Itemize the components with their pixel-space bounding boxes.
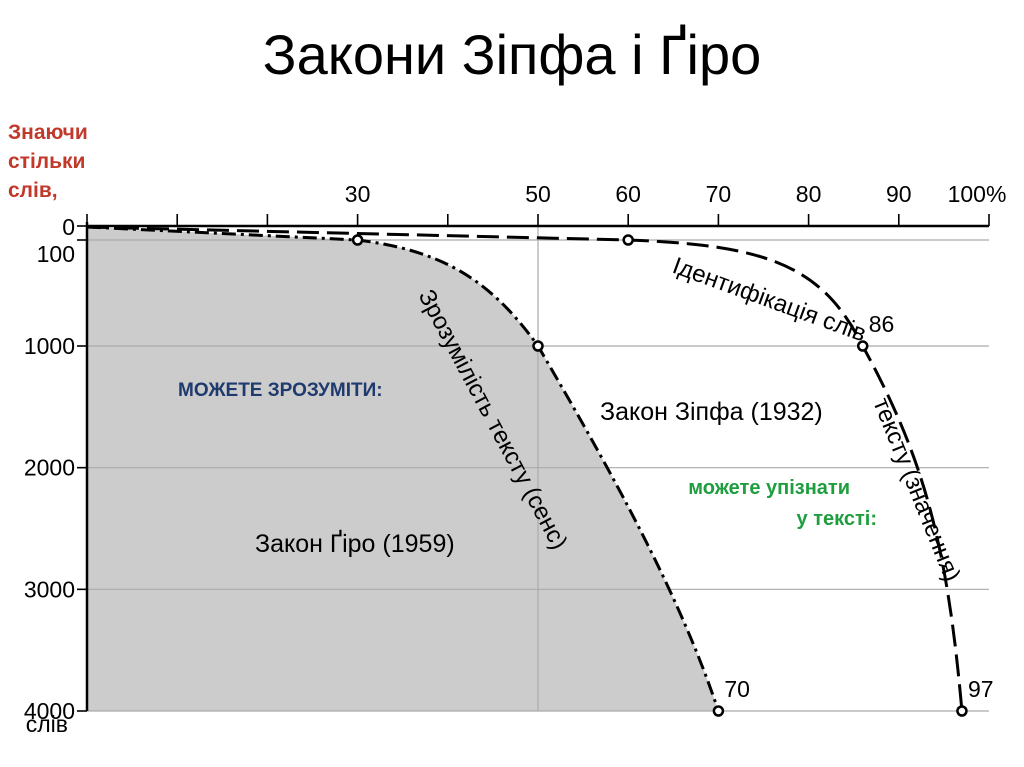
y-axis-side-label: Знаючи стільки слів, <box>8 118 88 205</box>
y-tick-label: 4000 <box>24 698 75 724</box>
y-tick-label: 100 <box>37 241 75 267</box>
side-label-line: Знаючи <box>8 121 88 144</box>
x-tick-label: 100% <box>948 181 1007 207</box>
data-point-marker <box>622 234 634 246</box>
side-label-line: стільки <box>8 150 86 173</box>
understand-shaded-area <box>87 226 719 711</box>
series-label-identification-part1: Ідентифікація слів <box>669 252 870 347</box>
data-point-marker <box>856 340 869 352</box>
data-point-label: 97 <box>968 676 994 702</box>
can-recognize-label-2: у тексті: <box>797 508 877 530</box>
data-point-marker <box>351 234 364 246</box>
x-tick-label: 30 <box>345 181 371 207</box>
series-line-comprehension <box>86 225 720 712</box>
y-unit-label: слів <box>26 711 68 737</box>
y-tick-label: 1000 <box>24 333 75 359</box>
y-tick-label: 3000 <box>24 576 75 602</box>
x-tick-label: 60 <box>615 181 641 207</box>
side-label-line: слів, <box>8 179 58 202</box>
slide-title: Закони Зіпфа і Ґіро <box>262 23 762 86</box>
x-tick-label: 70 <box>706 181 732 207</box>
x-tick-label: 80 <box>796 181 822 207</box>
can-recognize-label: можете упізнати <box>688 477 850 499</box>
x-tick-label: 90 <box>886 181 912 207</box>
data-point-label: 86 <box>869 311 895 337</box>
data-point-marker <box>956 705 968 717</box>
zipf-law-label: Закон Зіпфа (1932) <box>600 398 823 426</box>
giro-law-label: Закон Ґіро (1959) <box>255 529 455 558</box>
can-understand-label: МОЖЕТЕ ЗРОЗУМІТИ: <box>178 380 383 401</box>
data-point-label: 70 <box>724 676 750 702</box>
x-tick-label: 50 <box>525 181 551 207</box>
y-tick-label: 2000 <box>24 455 75 481</box>
data-point-marker <box>712 705 725 717</box>
data-point-marker <box>532 340 544 352</box>
series-label-identification-part2: тексту (значення) <box>867 394 965 585</box>
y-tick-label: 0 <box>62 214 75 240</box>
